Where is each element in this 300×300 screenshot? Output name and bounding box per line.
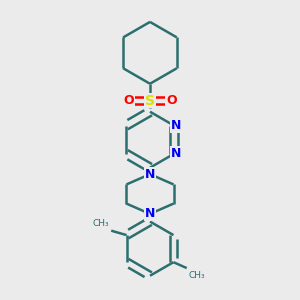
Text: CH₃: CH₃ xyxy=(92,219,109,228)
Text: N: N xyxy=(170,119,181,132)
Text: O: O xyxy=(124,94,134,107)
Text: N: N xyxy=(145,207,155,220)
Text: N: N xyxy=(170,147,181,160)
Text: S: S xyxy=(145,94,155,107)
Text: N: N xyxy=(145,168,155,181)
Text: O: O xyxy=(166,94,176,107)
Text: CH₃: CH₃ xyxy=(188,271,205,280)
